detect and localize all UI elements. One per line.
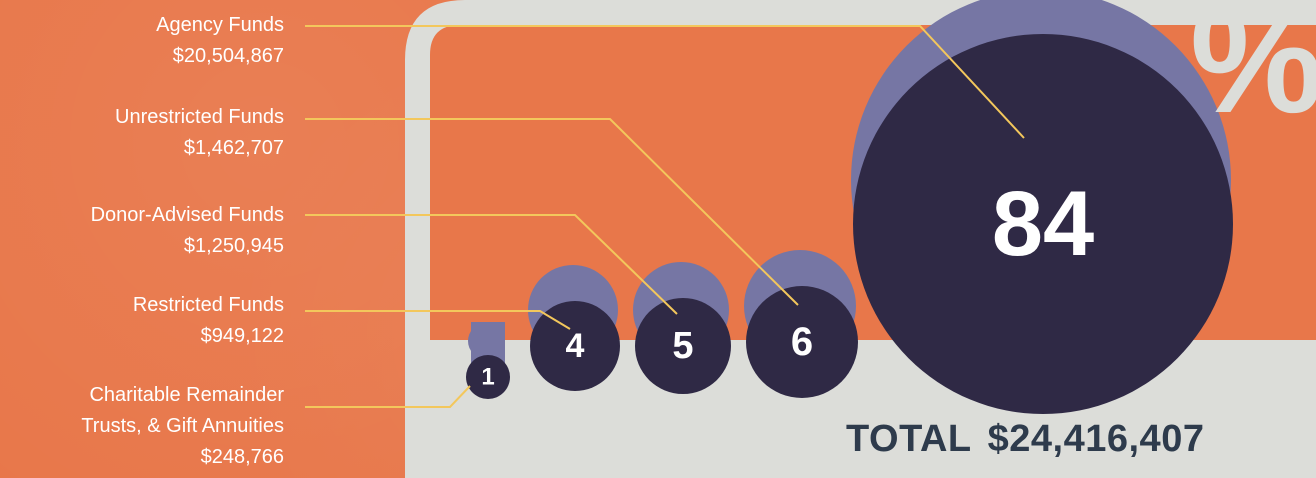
percent-sign: % bbox=[1190, 0, 1316, 144]
bubble-value-label: 84 bbox=[992, 173, 1094, 275]
leader-line bbox=[305, 214, 678, 315]
bubble bbox=[635, 298, 731, 394]
leader-lines bbox=[305, 25, 1025, 408]
leader-line bbox=[305, 385, 471, 408]
total: TOTAL $24,416,407 bbox=[846, 418, 1286, 461]
bubble bbox=[530, 301, 620, 391]
legend-amount: $248,766 bbox=[200, 446, 284, 468]
legend-amount: $1,462,707 bbox=[183, 137, 284, 159]
bubble-group: 84 6 5 4 1 bbox=[466, 0, 1233, 414]
bubble bbox=[746, 286, 858, 398]
leader-line bbox=[305, 310, 571, 330]
legend-amount: $1,250,945 bbox=[183, 235, 284, 257]
legend-label: Donor-Advised Funds bbox=[90, 204, 284, 226]
legend-label: Charitable Remainder bbox=[89, 384, 284, 406]
bubble-value-label: 6 bbox=[791, 320, 813, 364]
legend-amount: $20,504,867 bbox=[172, 45, 284, 67]
legend-label: Restricted Funds bbox=[132, 294, 284, 316]
legend-label: Agency Funds bbox=[156, 14, 284, 36]
bubble-value-label: 1 bbox=[481, 364, 494, 391]
leader-line bbox=[305, 25, 1025, 139]
legend-label: Unrestricted Funds bbox=[115, 106, 284, 128]
total-amount: $24,416,407 bbox=[987, 418, 1205, 460]
bubble-value-label: 4 bbox=[566, 327, 585, 365]
legend-label: Trusts, & Gift Annuities bbox=[81, 415, 284, 437]
leader-line bbox=[305, 118, 799, 306]
legend-amount: $949,122 bbox=[200, 325, 284, 347]
bubble-value-label: 5 bbox=[672, 325, 693, 367]
bubble bbox=[466, 355, 510, 399]
total-label: TOTAL bbox=[846, 418, 972, 460]
bubble bbox=[853, 34, 1233, 414]
